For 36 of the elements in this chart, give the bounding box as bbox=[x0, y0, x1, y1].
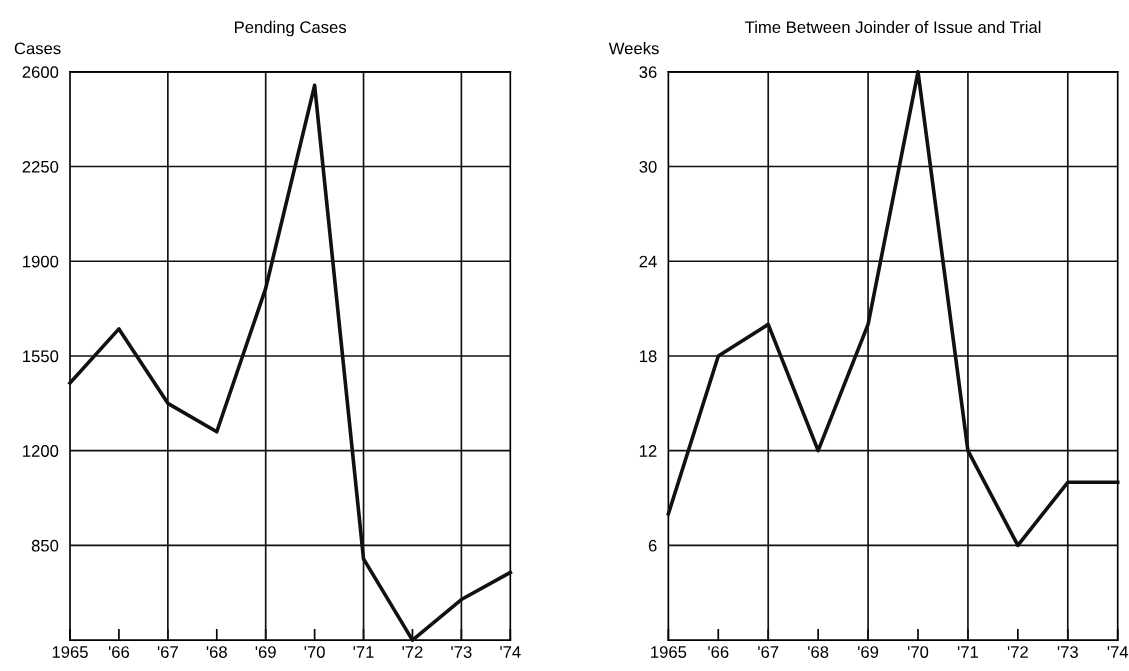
y-axis-title: Weeks bbox=[608, 42, 659, 55]
x-tick-label: '68 bbox=[808, 646, 829, 658]
x-tick-label: 1965 bbox=[651, 646, 687, 658]
chart-title: Time Between Joinder of Issue and Trial bbox=[745, 20, 1041, 34]
x-tick-label: '68 bbox=[206, 646, 227, 658]
x-tick-label: '66 bbox=[708, 646, 729, 658]
x-tick-label: '69 bbox=[858, 646, 879, 658]
x-tick-label: '74 bbox=[1107, 646, 1129, 658]
y-tick-label: 36 bbox=[639, 66, 657, 78]
x-tick-label: '72 bbox=[402, 646, 423, 658]
x-tick-label: '70 bbox=[907, 646, 929, 658]
x-tick-label: '74 bbox=[500, 646, 521, 658]
chart-title: Pending Cases bbox=[235, 20, 347, 37]
x-tick-label: 1965 bbox=[52, 646, 88, 658]
x-tick-label: '71 bbox=[353, 646, 374, 658]
x-tick-label: '73 bbox=[451, 646, 472, 658]
x-tick-label: '72 bbox=[1007, 646, 1028, 658]
y-tick-label: 2250 bbox=[22, 160, 59, 173]
x-tick-label: '67 bbox=[157, 646, 178, 658]
y-tick-label: 850 bbox=[31, 539, 59, 552]
y-tick-label: 6 bbox=[648, 539, 657, 552]
y-tick-label: 1200 bbox=[23, 445, 59, 457]
x-tick-label: '69 bbox=[255, 646, 276, 658]
y-axis-title: Cases bbox=[14, 42, 61, 55]
y-tick-label: 2600 bbox=[22, 66, 59, 78]
y-tick-label: 18 bbox=[639, 350, 657, 363]
x-tick-label: '66 bbox=[108, 646, 130, 658]
y-tick-label: 1900 bbox=[23, 255, 59, 268]
x-tick-label: '70 bbox=[304, 646, 325, 658]
x-tick-label: '73 bbox=[1057, 646, 1078, 658]
y-tick-label: 30 bbox=[639, 160, 657, 173]
x-tick-label: '67 bbox=[758, 646, 779, 658]
y-tick-label: 1550 bbox=[23, 350, 59, 363]
y-tick-label: 24 bbox=[639, 255, 657, 268]
x-tick-label: '71 bbox=[957, 646, 978, 658]
y-tick-label: 12 bbox=[639, 445, 657, 457]
